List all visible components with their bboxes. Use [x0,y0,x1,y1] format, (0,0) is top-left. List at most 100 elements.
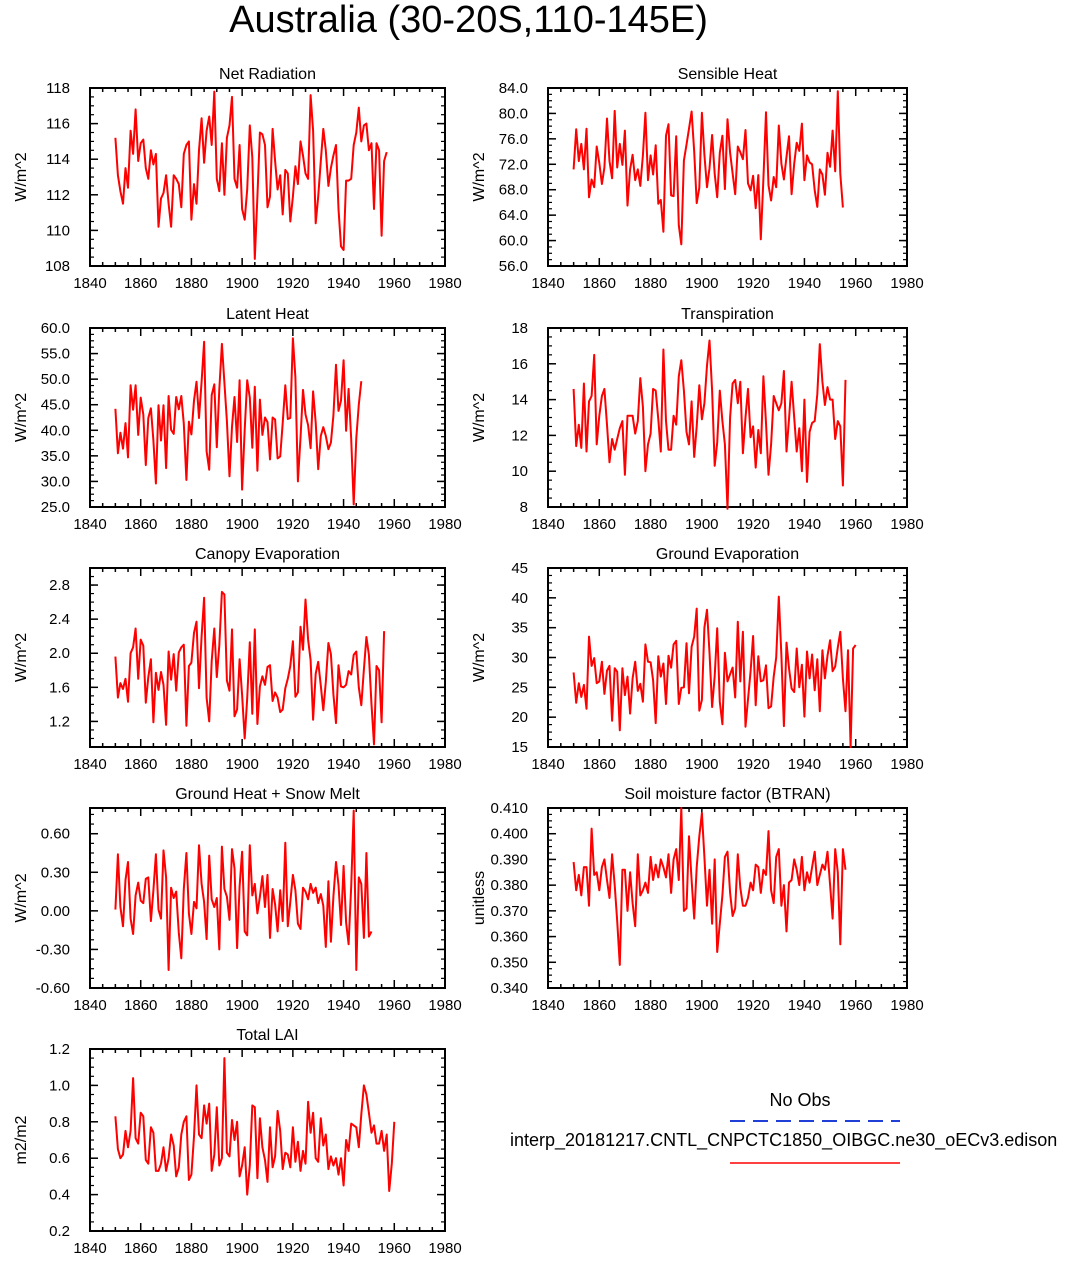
y-tick-label: 2.4 [49,611,70,628]
y-tick-label: 30 [511,650,528,667]
legend-obs-label: No Obs [769,1090,831,1110]
x-tick-label: 1920 [276,756,309,773]
panel-5: Ground Evaporation W/m^2 1840 1860 1880 1900 1… [471,546,924,773]
x-tick-label: 1900 [225,997,258,1014]
y-axis-label: W/m^2 [13,873,30,922]
y-axis-label: W/m^2 [13,393,30,442]
x-tick-label: 1940 [788,275,821,292]
x-tick-label: 1880 [634,275,667,292]
y-tick-label: 14 [511,392,528,409]
y-tick-label: 0.8 [49,1114,70,1131]
panel-title: Canopy Evaporation [195,546,340,563]
x-tick-label: 1920 [276,516,309,533]
plot-frame [89,1048,446,1232]
y-tick-label: 0.400 [490,826,528,843]
y-tick-label: 45.0 [41,397,70,414]
y-tick-label: 35 [511,620,528,637]
y-tick-label: 40 [511,590,528,607]
x-tick-label: 1940 [327,275,360,292]
y-tick-label: 0.410 [490,800,528,817]
y-tick-label: 45 [511,560,528,577]
y-tick-label: 114 [46,151,70,168]
y-tick-label: 0.2 [49,1223,70,1240]
y-tick-label: 25.0 [41,499,70,516]
panel-title: Sensible Heat [678,66,778,83]
y-tick-label: 112 [46,187,70,204]
y-tick-label: 0.350 [490,954,528,971]
y-tick-label: 0.360 [490,929,528,946]
y-tick-label: 0.00 [41,903,70,920]
y-tick-label: 84.0 [499,80,528,97]
y-tick-label: 0.6 [49,1150,70,1167]
x-tick-label: 1880 [175,756,208,773]
y-tick-label: 2.0 [49,645,70,662]
legend-model-label: interp_20181217.CNTL_CNPCTC1850_OIBGC.ne… [510,1130,1058,1150]
y-axis-label: W/m^2 [13,633,30,682]
panel-8: Total LAI m2/m2 1840 1860 1880 1900 1920 1940 19… [13,1027,462,1257]
y-tick-label: 15 [511,739,528,756]
x-tick-label: 1920 [736,516,769,533]
x-tick-label: 1900 [685,516,718,533]
x-tick-label: 1840 [73,997,106,1014]
x-tick-label: 1840 [73,516,106,533]
series-line-model [572,90,844,246]
series-line-model [572,339,847,510]
figure-title: Australia (30-20S,110-145E) [229,0,708,41]
y-tick-label: 20 [511,709,528,726]
x-tick-label: 1960 [839,516,872,533]
x-tick-label: 1920 [736,275,769,292]
x-tick-label: 1860 [124,756,157,773]
series-line-model [572,807,847,966]
x-tick-label: 1900 [225,275,258,292]
series-line-model [114,809,373,971]
y-tick-label: 60.0 [41,320,70,337]
x-tick-label: 1980 [890,516,923,533]
panel-6: Ground Heat + Snow Melt W/m^2 1840 1860 1880… [13,786,462,1014]
x-tick-label: 1880 [175,275,208,292]
y-tick-label: 0.4 [49,1187,70,1204]
series-line-model [572,595,857,748]
y-tick-label: 2.8 [49,577,70,594]
x-tick-label: 1960 [378,997,411,1014]
x-tick-label: 1860 [124,997,157,1014]
y-tick-label: 72.0 [499,156,528,173]
panel-title: Ground Heat + Snow Melt [175,786,360,803]
y-tick-label: 30.0 [41,473,70,490]
y-tick-label: 0.380 [490,877,528,894]
x-tick-label: 1920 [276,997,309,1014]
x-tick-label: 1960 [378,1240,411,1257]
x-tick-label: 1900 [225,1240,258,1257]
x-tick-label: 1880 [175,997,208,1014]
panel-3: Transpiration W/m^2 1840 1860 1880 1900 1920 19… [471,306,924,533]
y-tick-label: 116 [46,116,70,133]
x-tick-label: 1900 [685,997,718,1014]
y-axis-label: W/m^2 [471,393,488,442]
x-tick-label: 1880 [634,756,667,773]
y-axis-label: W/m^2 [13,152,30,201]
panel-7: Soil moisture factor (BTRAN) unitless 1840… [471,786,924,1014]
y-tick-label: 56.0 [499,258,528,275]
y-tick-label: 1.2 [49,1041,70,1058]
y-tick-label: 16 [511,356,528,373]
x-tick-label: 1940 [788,516,821,533]
x-tick-label: 1840 [531,997,564,1014]
x-tick-label: 1880 [175,1240,208,1257]
panel-2: Latent Heat W/m^2 1840 1860 1880 1900 1920 1940… [13,306,462,533]
y-axis-label: W/m^2 [471,152,488,201]
y-tick-label: 118 [46,80,70,97]
x-tick-label: 1900 [225,756,258,773]
x-tick-label: 1880 [634,997,667,1014]
x-tick-label: 1900 [685,756,718,773]
x-tick-label: 1980 [428,275,461,292]
x-tick-label: 1860 [583,756,616,773]
x-tick-label: 1860 [583,275,616,292]
y-tick-label: 1.6 [49,679,70,696]
y-tick-label: 40.0 [41,422,70,439]
panel-title: Total LAI [236,1027,298,1044]
panel-title: Ground Evaporation [656,546,799,563]
y-tick-label: 0.370 [490,903,528,920]
y-tick-label: -0.30 [36,941,70,958]
y-tick-label: 25 [511,679,528,696]
x-tick-label: 1860 [124,1240,157,1257]
